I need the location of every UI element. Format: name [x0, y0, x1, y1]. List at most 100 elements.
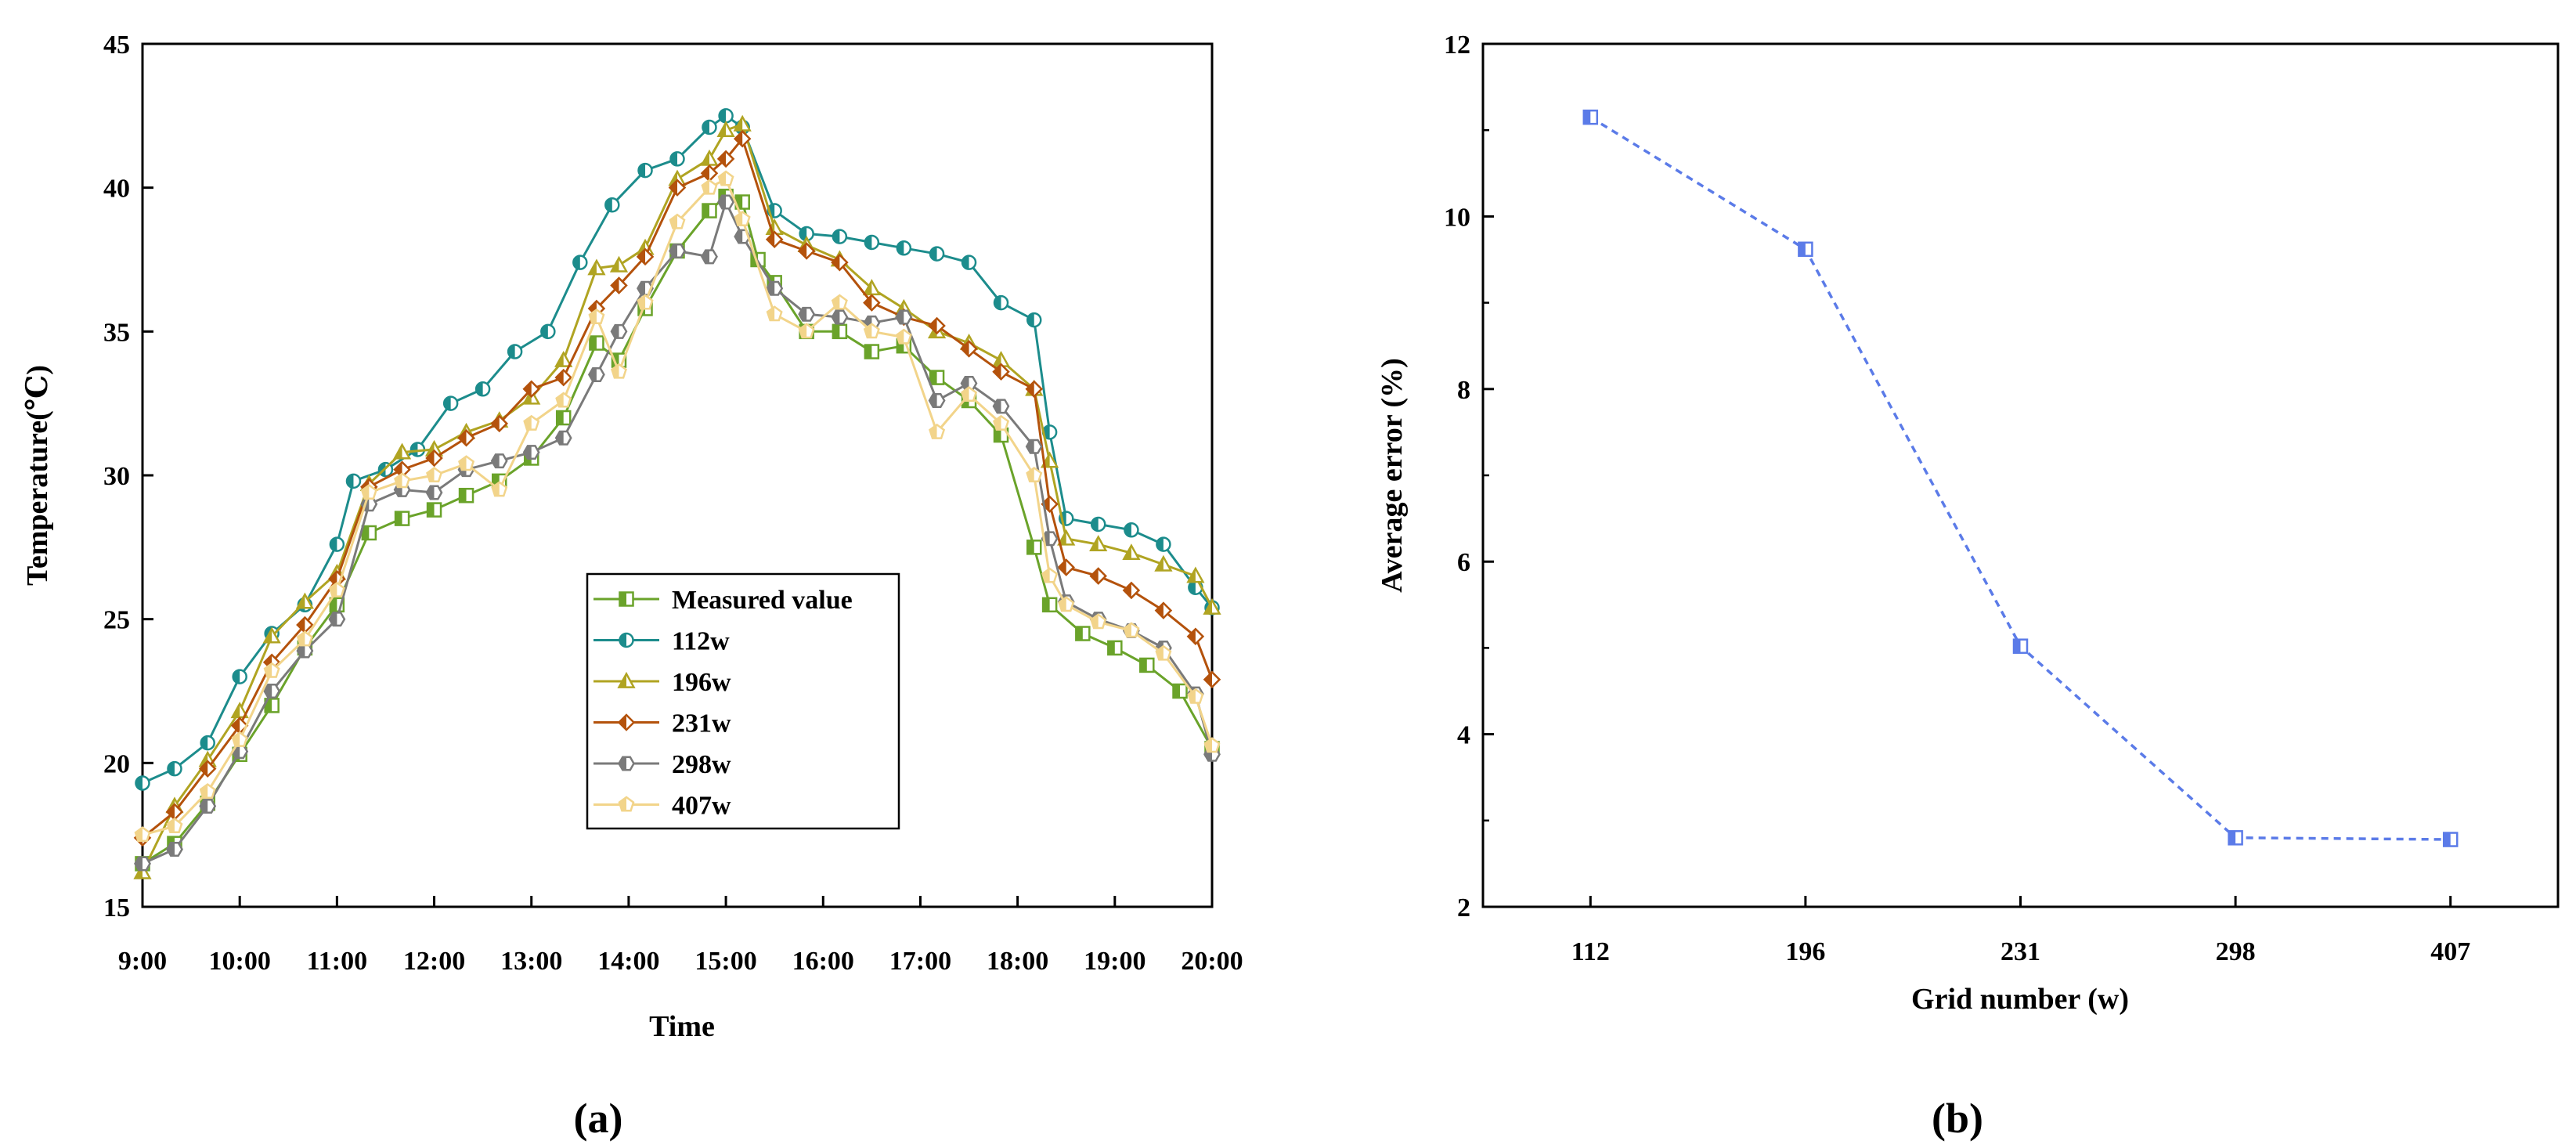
legend-label: 112w [672, 627, 730, 656]
data-point-298w [1041, 531, 1059, 547]
data-point-298w [522, 445, 540, 460]
legend-entry-measured-value: Measured value [593, 586, 853, 615]
average-error-point [2228, 830, 2243, 846]
data-point-407w [637, 294, 654, 310]
data-point-231w [425, 449, 443, 468]
panel-a-legend: Measured value 112w 196w 231w 298w 407w [586, 572, 900, 830]
data-point-298w [798, 306, 816, 322]
data-point-measured-value [1026, 540, 1042, 555]
data-point-196w [587, 258, 606, 276]
panel-b-x-tick-label: 112 [1571, 937, 1610, 966]
data-point-298w [263, 684, 281, 699]
data-point-measured-value [458, 487, 474, 504]
panel-a-y-tick-label: 45 [103, 31, 130, 60]
panel-b-y-axis-title: Average error (%) [1376, 358, 1409, 593]
data-point-196w [1122, 543, 1141, 561]
data-point-measured-value [864, 344, 880, 359]
panel-a-y-tick-label: 40 [103, 175, 130, 204]
panel-b-y-tick-label: 12 [1444, 31, 1470, 60]
data-point-231w [1154, 601, 1173, 619]
data-point-407w [394, 472, 411, 489]
data-point-measured-value [361, 525, 377, 541]
data-point-231w [198, 760, 217, 778]
data-point-231w [992, 363, 1010, 381]
panel-a-x-tick-label: 12:00 [403, 947, 465, 976]
data-point-112w [474, 381, 491, 397]
data-point-112w [572, 255, 588, 270]
panel-a-y-tick-label: 20 [103, 749, 130, 778]
legend-swatch-marker [617, 713, 636, 731]
legend-swatch-marker [617, 671, 636, 688]
data-point-196w [1154, 554, 1173, 572]
data-point-298w [199, 798, 217, 814]
data-point-407w [1203, 737, 1221, 753]
panel-a-x-tick-label: 14:00 [597, 947, 659, 976]
data-point-112w [929, 246, 945, 262]
panel-a-y-tick-label: 25 [103, 606, 130, 635]
data-point-298w [134, 856, 151, 872]
data-point-231w [700, 164, 719, 182]
data-point-196w [1089, 535, 1108, 552]
data-point-407w [199, 783, 216, 800]
panel-a-x-tick-label: 19:00 [1084, 947, 1145, 976]
data-point-112w [232, 669, 247, 684]
data-point-196w [716, 121, 735, 138]
data-point-231w [765, 230, 784, 249]
data-point-196w [1057, 529, 1076, 546]
data-point-407w [523, 414, 540, 431]
legend-entry-231w: 231w [593, 709, 731, 738]
panel-b-x-tick-label: 298 [2216, 937, 2256, 966]
data-point-231w [733, 129, 752, 148]
data-point-112w [167, 760, 182, 777]
data-point-407w [611, 363, 627, 379]
data-point-196w [392, 442, 412, 460]
data-point-407w [863, 323, 880, 339]
data-point-231w [393, 460, 411, 478]
data-point-231w [1122, 581, 1141, 600]
data-point-407w [1058, 596, 1075, 612]
data-point-231w [1203, 670, 1221, 689]
data-point-196w [1186, 566, 1205, 583]
panel-b-x-axis-title: Grid number (w) [1911, 983, 2129, 1016]
data-point-231w [636, 247, 655, 266]
data-point-measured-value [832, 323, 848, 340]
panel-a-y-axis-title: Temperature(℃) [21, 365, 54, 586]
panel-a-temperature-chart: 15 20 25 30 35 40 45 9:00 10:00 11:00 12:00 13:00 1… [21, 31, 1243, 1142]
data-point-196w [295, 592, 315, 609]
data-point-298w [717, 194, 735, 210]
data-point-112w [702, 119, 717, 135]
data-point-298w [928, 393, 946, 408]
panel-a-y-tick-label: 15 [103, 893, 130, 922]
data-point-298w [831, 309, 849, 325]
panel-b-x-tick-label: 196 [1785, 937, 1825, 966]
data-point-196w [262, 626, 281, 644]
legend-swatch-marker [618, 796, 635, 812]
data-point-298w [701, 249, 718, 265]
data-point-407w [360, 483, 377, 500]
data-point-407w [895, 328, 912, 345]
data-point-196w [1040, 451, 1059, 468]
data-point-measured-value [426, 502, 442, 518]
legend-entry-196w: 196w [593, 668, 731, 697]
legend-entry-112w: 112w [593, 627, 730, 656]
data-point-298w [425, 485, 443, 500]
data-point-231w [1057, 558, 1075, 576]
data-point-231w [296, 616, 314, 634]
data-point-231w [554, 368, 572, 387]
data-point-measured-value [1041, 597, 1058, 613]
data-point-407w [993, 414, 1010, 431]
data-point-231w [457, 428, 475, 447]
data-point-231w [1025, 380, 1044, 399]
average-error-point [2442, 832, 2459, 847]
data-point-298w [895, 309, 913, 325]
data-point-112w [718, 108, 734, 124]
panel-b-y-tick-label: 4 [1457, 721, 1470, 750]
data-point-407w [734, 211, 751, 227]
panel-b-x-tick-label: 231 [2001, 937, 2040, 966]
data-point-measured-value [1075, 626, 1091, 641]
data-point-407w [231, 731, 248, 747]
data-point-407w [1187, 688, 1204, 704]
data-point-407w [1155, 644, 1172, 661]
legend-box [586, 572, 900, 830]
panel-b-y-tick-label: 2 [1457, 893, 1470, 922]
